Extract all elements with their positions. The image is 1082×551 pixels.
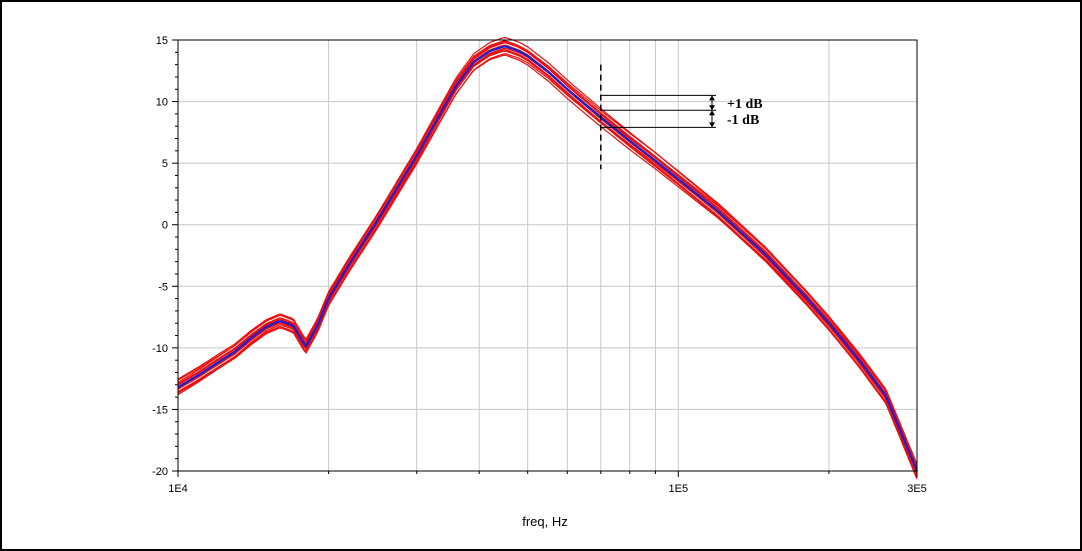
- y-axis-ticks: 15 10 5 0 -5 -10 -15 -20: [152, 35, 178, 478]
- y-tick-label: 15: [156, 35, 168, 47]
- x-tick-label: 1E4: [168, 483, 188, 495]
- y-tick-label: -15: [152, 404, 168, 416]
- y-tick-label: 5: [162, 158, 168, 170]
- y-tick-label: -10: [152, 343, 168, 355]
- monte-carlo-line: [177, 36, 918, 465]
- plus-1db-label: +1 dB: [727, 97, 763, 112]
- x-axis-ticks: 1E4 1E5 3E5: [168, 471, 927, 495]
- arrow-head: [709, 105, 715, 111]
- y-tick-label: -20: [152, 466, 168, 478]
- nominal-line: [177, 45, 919, 472]
- minus-1db-label: -1 dB: [727, 113, 759, 128]
- tolerance-annotation: +1 dB-1 dB: [600, 64, 763, 170]
- nominal-series: [177, 45, 919, 472]
- monte-carlo-line: [177, 40, 918, 466]
- x-tick-label: 1E5: [669, 483, 689, 495]
- arrow-head: [709, 95, 715, 101]
- arrow-head: [709, 110, 715, 116]
- arrow-head: [709, 122, 715, 128]
- y-tick-label: -5: [158, 281, 168, 293]
- y-tick-label: 10: [156, 97, 168, 109]
- x-axis-label: freq, Hz: [522, 514, 568, 529]
- y-tick-label: 0: [162, 220, 168, 232]
- plot-frame: [177, 39, 918, 472]
- x-tick-label: 3E5: [907, 483, 927, 495]
- monte-carlo-line: [177, 49, 918, 477]
